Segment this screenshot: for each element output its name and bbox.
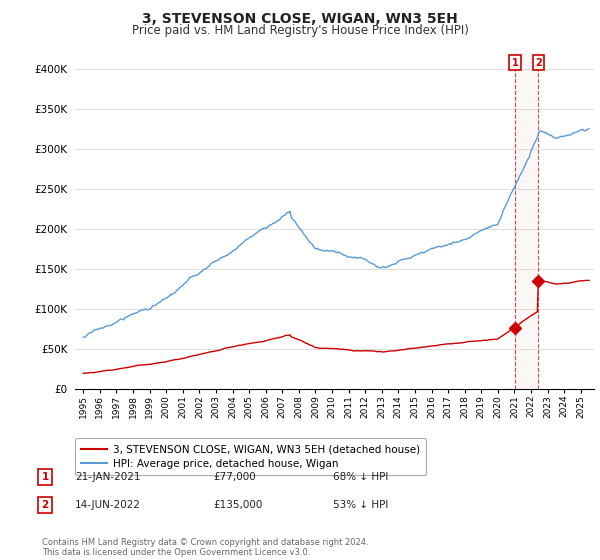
Text: 2: 2 xyxy=(41,500,49,510)
Text: 68% ↓ HPI: 68% ↓ HPI xyxy=(333,472,388,482)
Text: £77,000: £77,000 xyxy=(213,472,256,482)
Text: Price paid vs. HM Land Registry's House Price Index (HPI): Price paid vs. HM Land Registry's House … xyxy=(131,24,469,37)
Text: 21-JAN-2021: 21-JAN-2021 xyxy=(75,472,140,482)
Text: 53% ↓ HPI: 53% ↓ HPI xyxy=(333,500,388,510)
Text: 3, STEVENSON CLOSE, WIGAN, WN3 5EH: 3, STEVENSON CLOSE, WIGAN, WN3 5EH xyxy=(142,12,458,26)
Text: 14-JUN-2022: 14-JUN-2022 xyxy=(75,500,141,510)
Text: 1: 1 xyxy=(41,472,49,482)
Text: £135,000: £135,000 xyxy=(213,500,262,510)
Text: 1: 1 xyxy=(512,58,518,68)
Bar xyxy=(515,53,538,389)
Legend: 3, STEVENSON CLOSE, WIGAN, WN3 5EH (detached house), HPI: Average price, detache: 3, STEVENSON CLOSE, WIGAN, WN3 5EH (deta… xyxy=(75,438,426,475)
Text: 2: 2 xyxy=(535,58,542,68)
Text: Contains HM Land Registry data © Crown copyright and database right 2024.
This d: Contains HM Land Registry data © Crown c… xyxy=(42,538,368,557)
